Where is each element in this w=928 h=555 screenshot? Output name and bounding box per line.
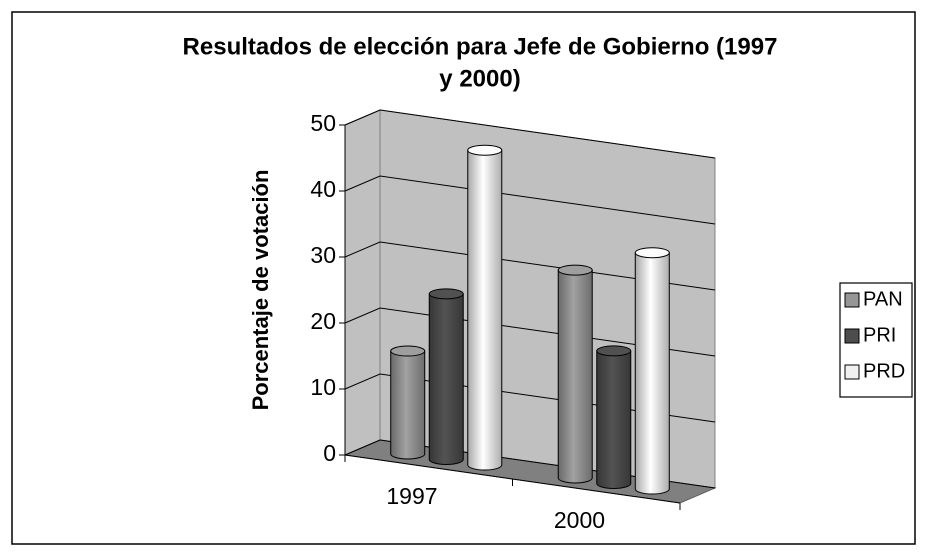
legend-label: PAN <box>863 288 903 310</box>
grid-line <box>344 109 716 159</box>
legend-label: PRI <box>863 324 896 346</box>
x-tick-label: 2000 <box>554 507 605 533</box>
legend-swatch <box>844 328 860 344</box>
y-tick-label: 0 <box>323 440 336 466</box>
y-tick-label: 40 <box>310 176 336 202</box>
bar-top <box>467 144 503 156</box>
bar <box>634 252 670 495</box>
bar-top <box>428 288 464 300</box>
y-tick-label: 10 <box>310 374 336 400</box>
left-wall <box>344 109 381 456</box>
y-tick-label: 20 <box>310 308 336 334</box>
chart-title: y 2000) <box>439 65 520 92</box>
bar <box>596 350 632 489</box>
x-tick-label: 1997 <box>386 483 437 509</box>
grid-line <box>344 307 716 357</box>
bar-top <box>596 345 632 357</box>
legend-swatch <box>844 292 860 308</box>
bar <box>428 293 464 465</box>
grid-line <box>344 241 716 291</box>
bar-top <box>634 247 670 259</box>
y-tick-label: 30 <box>310 242 336 268</box>
bar <box>390 350 426 460</box>
bar-top <box>557 264 593 276</box>
legend-label: PRD <box>863 360 905 382</box>
grid-line <box>344 175 716 225</box>
bar <box>557 269 593 484</box>
chart-title: Resultados de elección para Jefe de Gobi… <box>183 33 778 60</box>
bar <box>467 149 503 471</box>
bar-top <box>390 345 426 357</box>
legend-swatch <box>844 364 860 380</box>
y-tick-label: 50 <box>310 110 336 136</box>
y-axis-label: Porcentaje de votación <box>248 170 273 411</box>
